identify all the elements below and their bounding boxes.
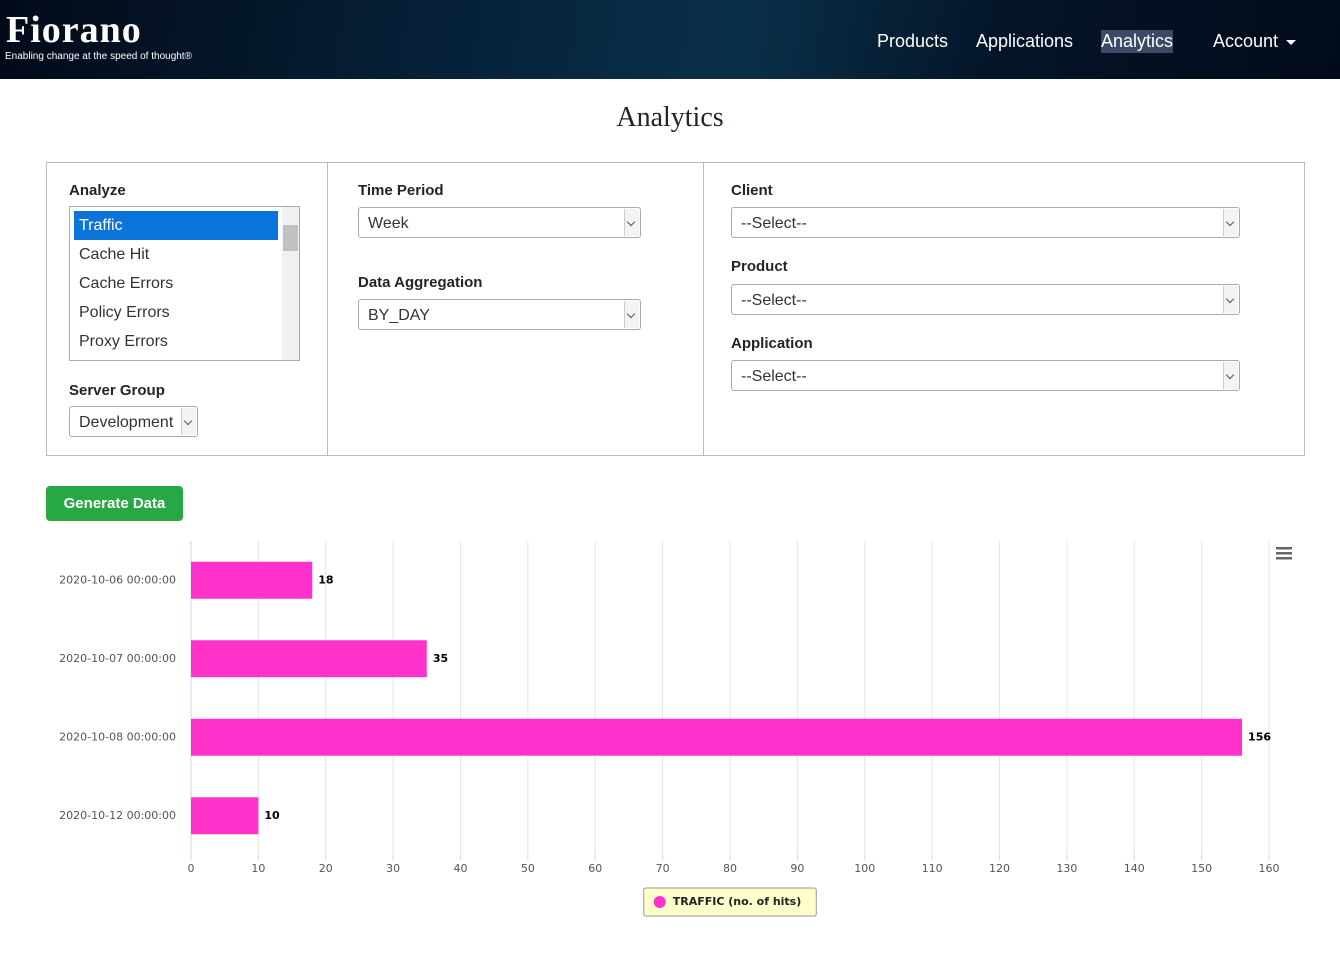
nav-link[interactable]: Products xyxy=(877,31,949,51)
list-option[interactable]: Proxy Errors xyxy=(79,333,168,350)
generate-button[interactable]: Generate Data xyxy=(46,486,183,521)
label: Analyze xyxy=(69,182,126,199)
x-tick-label: 40 xyxy=(454,862,468,875)
data-label: 18 xyxy=(318,573,333,586)
chart: 0 10 20 30 40 50 60 70 80 90 100 110 120 130 140 150 160… xyxy=(59,541,1292,917)
x-tick-label: 130 xyxy=(1056,862,1077,875)
tagline: Enabling change at the speed of thought® xyxy=(5,51,192,62)
bar xyxy=(191,718,1243,756)
chart-menu[interactable] xyxy=(1276,547,1292,560)
x-tick-label: 110 xyxy=(922,862,943,875)
select[interactable]: Week xyxy=(358,207,641,238)
list-option[interactable]: Policy Errors xyxy=(79,304,170,321)
data-label: 35 xyxy=(433,652,448,665)
legend-marker xyxy=(653,896,666,908)
select-arrow xyxy=(181,408,196,435)
select[interactable]: --Select-- xyxy=(731,360,1240,391)
x-tick-label: 120 xyxy=(989,862,1010,875)
x-tick-label: 160 xyxy=(1259,862,1280,875)
legend[interactable]: TRAFFIC (no. of hits) xyxy=(643,887,817,917)
select-arrow xyxy=(1223,362,1238,389)
label: Time Period xyxy=(358,182,444,199)
y-tick-label: 2020-10-07 00:00:00 xyxy=(59,652,176,665)
x-tick-label: 50 xyxy=(521,862,535,875)
x-tick-label: 0 xyxy=(188,862,195,875)
nav-link[interactable]: Applications xyxy=(976,31,1074,51)
list-option[interactable]: Traffic xyxy=(74,211,278,240)
divider xyxy=(703,163,704,455)
legend-box xyxy=(643,887,817,917)
select-arrow xyxy=(1223,209,1238,236)
label: Application xyxy=(731,335,813,352)
menu-icon-bar xyxy=(1276,547,1292,550)
scrollbar[interactable] xyxy=(282,207,299,360)
select-value: Development xyxy=(79,414,174,431)
label: Server Group xyxy=(69,382,165,399)
y-tick-label: 2020-10-08 00:00:00 xyxy=(59,730,176,743)
label: Product xyxy=(731,258,788,275)
y-tick-label: 2020-10-12 00:00:00 xyxy=(59,809,176,822)
select-value: --Select-- xyxy=(741,368,807,385)
bar xyxy=(191,797,259,835)
select-arrow xyxy=(624,301,639,328)
select-arrow xyxy=(1223,286,1238,313)
select[interactable]: BY_DAY xyxy=(358,299,641,330)
bar xyxy=(191,640,427,678)
label: Data Aggregation xyxy=(358,274,483,291)
menu-icon-bar xyxy=(1276,557,1292,560)
x-tick-label: 10 xyxy=(251,862,265,875)
y-tick-label: 2020-10-06 00:00:00 xyxy=(59,573,176,586)
x-tick-label: 150 xyxy=(1191,862,1212,875)
select[interactable]: --Select-- xyxy=(731,207,1240,238)
select-value: --Select-- xyxy=(741,292,807,309)
dropdown-caret[interactable] xyxy=(1286,40,1296,45)
list-option[interactable]: Cache Hit xyxy=(79,246,150,263)
select-value: Week xyxy=(368,215,409,232)
select-arrow xyxy=(624,209,639,236)
x-tick-label: 60 xyxy=(588,862,602,875)
x-tick-label: 90 xyxy=(790,862,804,875)
x-tick-label: 30 xyxy=(386,862,400,875)
page-title: Analytics xyxy=(616,102,724,133)
select-value: BY_DAY xyxy=(368,307,430,324)
legend-label: TRAFFIC (no. of hits) xyxy=(673,895,802,908)
x-tick-label: 100 xyxy=(854,862,875,875)
logo[interactable]: Fiorano xyxy=(6,9,142,51)
x-tick-label: 20 xyxy=(319,862,333,875)
data-label: 10 xyxy=(264,809,280,822)
x-tick-label: 140 xyxy=(1124,862,1145,875)
x-tick-label: 70 xyxy=(656,862,670,875)
menu-icon-bar xyxy=(1276,552,1292,555)
select-value: --Select-- xyxy=(741,215,807,232)
label: Client xyxy=(731,182,773,199)
x-tick-label: 80 xyxy=(723,862,737,875)
listbox[interactable]: Traffic Cache Hit Cache Errors Policy Er… xyxy=(69,206,300,361)
filter-panel xyxy=(46,162,1305,456)
nav-link[interactable]: Analytics xyxy=(1101,30,1174,53)
select[interactable]: Development xyxy=(69,406,198,437)
nav-link[interactable]: Account xyxy=(1213,31,1279,51)
header: Fiorano Enabling change at the speed of … xyxy=(0,0,1340,79)
scroll-thumb[interactable] xyxy=(283,225,298,251)
divider xyxy=(327,163,328,455)
select[interactable]: --Select-- xyxy=(731,284,1240,315)
data-label: 156 xyxy=(1248,730,1271,743)
bar xyxy=(191,561,313,599)
list-option[interactable]: Cache Errors xyxy=(79,275,174,292)
